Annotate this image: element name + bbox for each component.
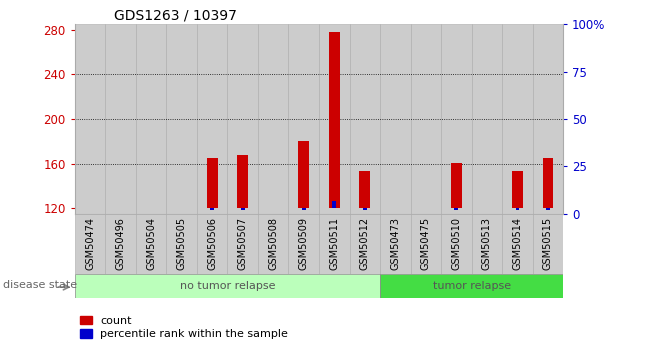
- Bar: [241, 208, 245, 210]
- Bar: [298, 141, 309, 208]
- Text: GSM50514: GSM50514: [512, 217, 522, 270]
- Text: GSM50506: GSM50506: [207, 217, 217, 270]
- Text: GSM50508: GSM50508: [268, 217, 278, 270]
- Bar: [359, 171, 370, 208]
- Bar: [105, 214, 136, 274]
- Legend: count, percentile rank within the sample: count, percentile rank within the sample: [81, 316, 288, 339]
- Bar: [167, 24, 197, 214]
- Bar: [75, 214, 105, 274]
- Bar: [75, 274, 380, 298]
- Text: disease state: disease state: [3, 280, 77, 289]
- Bar: [210, 208, 214, 210]
- Text: GSM50515: GSM50515: [543, 217, 553, 270]
- Text: GDS1263 / 10397: GDS1263 / 10397: [115, 9, 237, 23]
- Bar: [197, 214, 227, 274]
- Bar: [319, 214, 350, 274]
- Bar: [441, 24, 471, 214]
- Text: no tumor relapse: no tumor relapse: [180, 282, 275, 291]
- Bar: [258, 24, 288, 214]
- Bar: [350, 214, 380, 274]
- Bar: [380, 274, 563, 298]
- Bar: [542, 158, 553, 208]
- Bar: [516, 208, 519, 210]
- Bar: [350, 24, 380, 214]
- Bar: [319, 24, 350, 214]
- Bar: [329, 32, 340, 208]
- Bar: [363, 208, 367, 210]
- Bar: [227, 24, 258, 214]
- Bar: [288, 214, 319, 274]
- Text: GSM50509: GSM50509: [299, 217, 309, 270]
- Bar: [167, 214, 197, 274]
- Bar: [454, 208, 458, 210]
- Bar: [546, 208, 549, 210]
- Bar: [512, 171, 523, 208]
- Bar: [207, 158, 217, 208]
- Bar: [441, 214, 471, 274]
- Bar: [471, 24, 502, 214]
- Bar: [288, 24, 319, 214]
- Bar: [105, 24, 136, 214]
- Bar: [333, 200, 336, 208]
- Bar: [380, 214, 411, 274]
- Text: GSM50474: GSM50474: [85, 217, 95, 270]
- Bar: [411, 24, 441, 214]
- Bar: [380, 24, 411, 214]
- Bar: [75, 24, 105, 214]
- Bar: [451, 162, 462, 208]
- Text: GSM50505: GSM50505: [176, 217, 187, 270]
- Bar: [136, 24, 167, 214]
- Bar: [411, 214, 441, 274]
- Bar: [533, 214, 563, 274]
- Text: GSM50475: GSM50475: [421, 217, 431, 270]
- Text: GSM50511: GSM50511: [329, 217, 339, 270]
- Text: GSM50473: GSM50473: [391, 217, 400, 270]
- Bar: [136, 214, 167, 274]
- Text: GSM50510: GSM50510: [451, 217, 462, 270]
- Bar: [197, 24, 227, 214]
- Bar: [533, 24, 563, 214]
- Bar: [238, 155, 248, 208]
- Text: GSM50512: GSM50512: [360, 217, 370, 270]
- Text: GSM50513: GSM50513: [482, 217, 492, 270]
- Bar: [227, 214, 258, 274]
- Text: GSM50496: GSM50496: [116, 217, 126, 270]
- Bar: [302, 208, 305, 210]
- Bar: [502, 214, 533, 274]
- Bar: [502, 24, 533, 214]
- Bar: [258, 214, 288, 274]
- Text: GSM50504: GSM50504: [146, 217, 156, 270]
- Bar: [471, 214, 502, 274]
- Text: tumor relapse: tumor relapse: [432, 282, 510, 291]
- Text: GSM50507: GSM50507: [238, 217, 247, 270]
